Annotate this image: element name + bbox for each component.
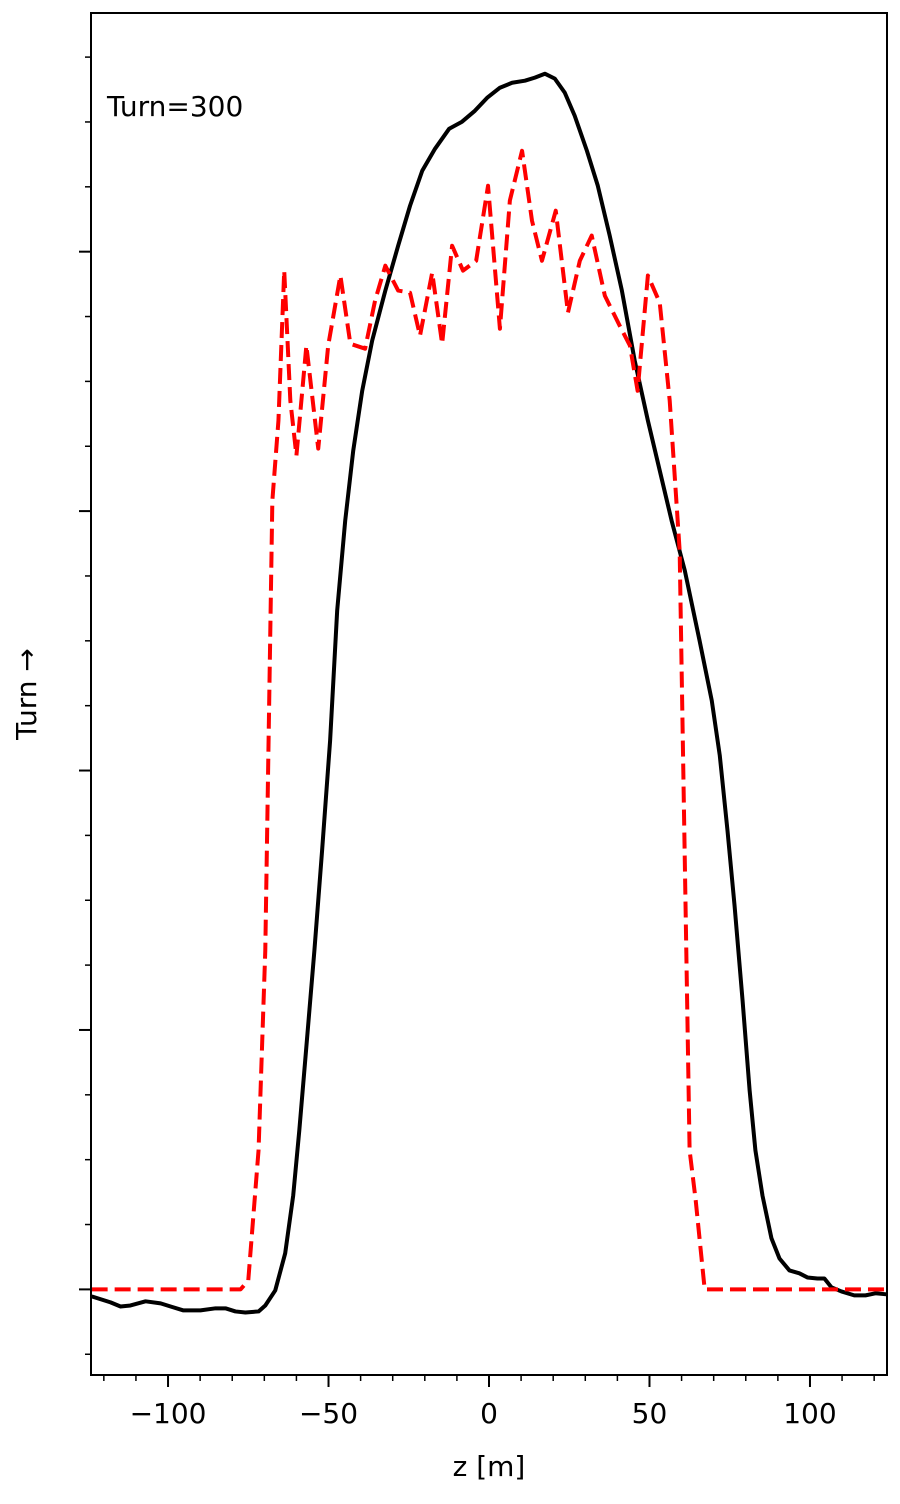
x-tick-label: 0 bbox=[480, 1397, 498, 1430]
x-axis-label: z [m] bbox=[453, 1450, 526, 1483]
annotation: Turn=300 bbox=[106, 90, 243, 123]
x-tick-label: 100 bbox=[783, 1397, 836, 1430]
line-series bbox=[91, 71, 887, 1315]
y-axis-label: Turn → bbox=[10, 648, 43, 741]
plot-frame bbox=[90, 12, 888, 1376]
line-series bbox=[91, 148, 887, 1292]
x-tick-label: −100 bbox=[130, 1397, 207, 1430]
x-tick-label: −50 bbox=[299, 1397, 358, 1430]
x-tick-label: 50 bbox=[632, 1397, 668, 1430]
